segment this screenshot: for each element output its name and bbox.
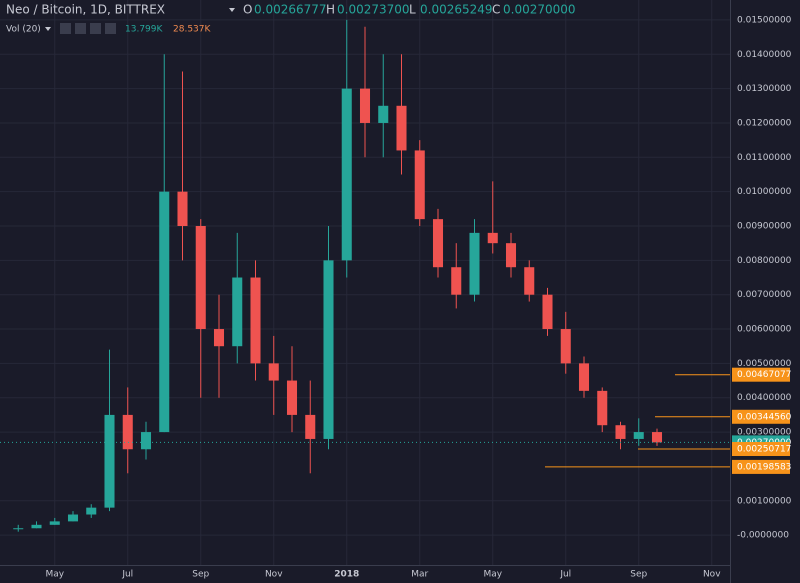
x-tick-label: Nov: [265, 570, 283, 580]
ohlc-key: H: [326, 3, 335, 17]
price-badge: [732, 409, 790, 424]
candle-body: [177, 191, 188, 226]
candle-body: [633, 432, 644, 439]
ohlc-key: C: [492, 3, 500, 17]
candle-body: [122, 414, 133, 450]
candle-body: [268, 363, 279, 381]
ohlc-value: 0.00270000: [503, 3, 576, 17]
candle-body: [250, 277, 261, 364]
candle-body: [615, 425, 626, 439]
x-tick-label: Jul: [121, 570, 133, 580]
candle-body: [140, 432, 152, 450]
y-tick-label: 0.00500000: [737, 359, 792, 369]
x-tick-label: Nov: [703, 570, 721, 580]
x-tick-label: Sep: [192, 570, 209, 580]
candle-body: [49, 521, 60, 525]
volume-value: 28.537K: [173, 25, 211, 35]
ohlc-key: L: [409, 3, 416, 17]
header: Neo / Bitcoin, 1D, BITTREX O 0.00266777 H 0…: [6, 3, 576, 35]
icon[interactable]: [90, 23, 101, 34]
y-tick-label: 0.00800000: [737, 256, 792, 266]
candle-body: [341, 88, 352, 261]
price-lines: 0.004670770.003445600.002700000.00250717…: [0, 367, 792, 474]
y-tick-label: 0.00100000: [737, 496, 792, 506]
y-tick-label: -0.0000000: [737, 531, 789, 541]
price-badge-label: 0.00344560: [737, 412, 792, 422]
candle-body: [104, 414, 115, 508]
candle-body: [378, 105, 389, 123]
candle-body: [578, 363, 590, 391]
x-tick-label: May: [45, 570, 64, 580]
x-tick-label: Jul: [559, 570, 571, 580]
candles: [13, 19, 663, 532]
candle-body: [31, 524, 42, 529]
candle-body: [232, 277, 243, 347]
y-tick-label: 0.01400000: [737, 50, 792, 60]
candle-body: [286, 380, 298, 415]
candle-body: [597, 390, 608, 426]
x-tick-label: 2018: [334, 570, 359, 580]
y-tick-label: 0.00600000: [737, 325, 792, 335]
candle-body: [67, 514, 79, 522]
candle-body: [524, 267, 535, 295]
candle-body: [487, 232, 498, 244]
price-badge: [732, 459, 790, 474]
price-badge-label: 0.00250717: [737, 445, 791, 455]
caret[interactable]: [45, 27, 51, 31]
candle-body: [432, 219, 444, 268]
price-badge-label: 0.00467077: [737, 370, 791, 380]
candle-body: [560, 329, 571, 364]
candle-body: [542, 294, 553, 330]
price-badge: [732, 367, 790, 382]
caret[interactable]: [229, 8, 235, 12]
candle-body: [213, 329, 225, 347]
ohlc-key: O: [243, 3, 252, 17]
candle-body: [396, 105, 407, 151]
ohlc-value: 0.00266777: [254, 3, 327, 17]
y-tick-label: 0.01100000: [737, 153, 792, 163]
candle-body: [505, 243, 517, 268]
y-tick-label: 0.01300000: [737, 84, 792, 94]
candle-body: [323, 260, 334, 439]
volume-label: Vol (20): [6, 25, 41, 35]
candle-body: [469, 232, 480, 295]
x-tick-label: Mar: [411, 570, 428, 580]
volume-value: 13.799K: [125, 25, 163, 35]
candle-body: [414, 150, 425, 220]
icon[interactable]: [105, 23, 116, 34]
candle-body: [651, 432, 663, 443]
y-tick-label: 0.01200000: [737, 118, 792, 128]
icon[interactable]: [75, 23, 86, 34]
candle-body: [359, 88, 371, 123]
y-tick-label: 0.00700000: [737, 290, 792, 300]
y-tick-label: 0.00300000: [737, 428, 792, 438]
y-tick-label: 0.00400000: [737, 393, 792, 403]
ohlc-value: 0.00273700: [337, 3, 410, 17]
y-tick-label: 0.01000000: [737, 187, 792, 197]
candle-body: [451, 267, 462, 295]
candle-body: [13, 528, 24, 530]
candle-body: [159, 191, 170, 433]
y-tick-label: 0.01500000: [737, 15, 792, 25]
candle-body: [305, 414, 316, 439]
x-tick-label: May: [483, 570, 502, 580]
ohlc-value: 0.00265249: [420, 3, 493, 17]
icon[interactable]: [60, 23, 71, 34]
x-tick-label: Sep: [630, 570, 647, 580]
price-badge: [732, 442, 790, 457]
candle-body: [195, 226, 206, 330]
symbol[interactable]: Neo / Bitcoin, 1D, BITTREX: [6, 3, 165, 17]
candle-body: [86, 507, 97, 515]
ohlc: O 0.00266777 H 0.00273700 L 0.00265249 C 0.0027…: [243, 3, 576, 17]
price-badge-label: 0.00198583: [737, 462, 791, 472]
y-tick-label: 0.00900000: [737, 222, 792, 232]
